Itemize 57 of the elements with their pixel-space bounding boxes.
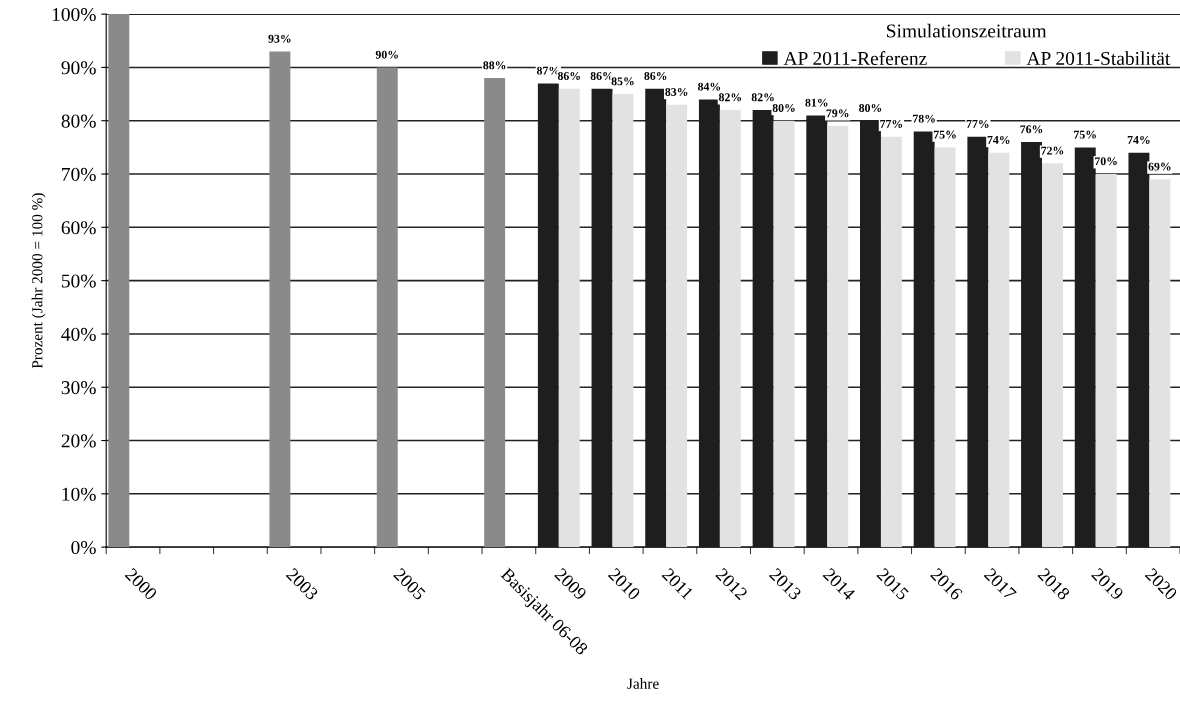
data-label: 75% [933, 130, 956, 139]
bar [988, 152, 1010, 548]
data-label: 77% [966, 119, 989, 128]
legend-label: AP 2011-Stabilität [1026, 51, 1171, 65]
y-tick-label: 70% [62, 167, 96, 182]
data-label: 90% [375, 50, 398, 59]
x-tick-label: 2017 [983, 567, 1017, 601]
y-tick-label: 60% [61, 221, 96, 235]
bar [484, 78, 506, 548]
data-label: 85% [611, 77, 634, 86]
data-label: 69% [1148, 162, 1171, 171]
data-label: 75% [1074, 130, 1096, 139]
data-label: 84% [697, 82, 721, 91]
data-label: 80% [859, 103, 882, 112]
data-label: 74% [987, 135, 1010, 144]
bar [880, 136, 902, 548]
legend-label: AP 2011-Referenz [783, 51, 927, 65]
legend-title: Simulationszeitraum [887, 23, 1047, 38]
y-tick-label: 0% [71, 540, 96, 555]
bar [376, 67, 398, 548]
bar [558, 88, 580, 548]
bar [1042, 163, 1063, 548]
y-tick-label: 50% [61, 274, 96, 288]
data-label: 79% [826, 109, 849, 118]
bar [934, 147, 956, 548]
y-tick-label: 10% [62, 487, 96, 501]
data-label: 81% [805, 98, 828, 107]
x-axis-title: Jahre [627, 678, 659, 689]
data-label: 76% [1020, 125, 1043, 134]
y-tick-label: 40% [61, 327, 96, 341]
data-label: 83% [665, 87, 688, 96]
data-label: 77% [880, 119, 903, 128]
y-tick-label: 30% [61, 381, 96, 395]
data-label: 78% [913, 114, 935, 123]
data-label: 93% [268, 34, 291, 43]
bar [612, 94, 634, 548]
y-axis-title: Prozent (Jahr 2000 = 100 %) [31, 193, 46, 369]
bar [666, 104, 688, 548]
data-label: 82% [751, 93, 774, 102]
data-label: 80% [772, 103, 795, 112]
y-tick-label: 90% [61, 61, 96, 75]
y-tick-label: 80% [61, 114, 96, 128]
bar [269, 51, 291, 548]
bar [1149, 179, 1171, 548]
bar [773, 120, 795, 548]
bar [827, 126, 849, 548]
data-label: 86% [557, 71, 580, 80]
data-label: 70% [1095, 157, 1117, 166]
data-label: 74% [1127, 135, 1150, 144]
data-label: 82% [718, 93, 742, 102]
data-label: 88% [483, 61, 506, 70]
y-tick-label: 100% [52, 7, 96, 22]
bar [1095, 174, 1117, 548]
y-tick-label: 20% [61, 434, 96, 448]
data-label: 72% [1041, 146, 1064, 155]
data-label: 86% [644, 71, 667, 80]
bar [719, 110, 741, 548]
